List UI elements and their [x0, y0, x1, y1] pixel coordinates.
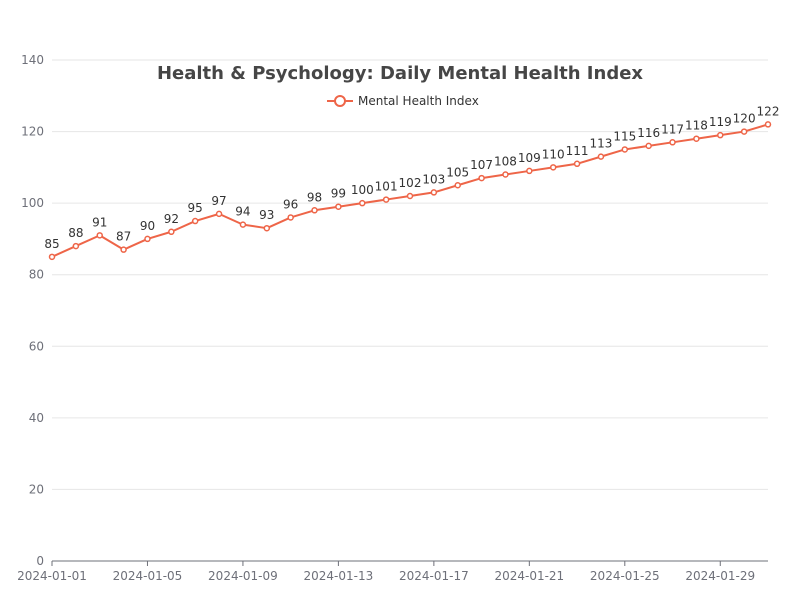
y-tick-label: 20 — [29, 482, 44, 496]
data-point[interactable] — [478, 174, 485, 182]
x-tick-label: 2024-01-13 — [304, 569, 374, 583]
data-label: 97 — [211, 194, 226, 208]
data-label: 122 — [757, 104, 780, 118]
data-point[interactable] — [287, 214, 294, 221]
x-tick-label: 2024-01-09 — [208, 569, 278, 583]
grid-lines — [52, 59, 768, 490]
y-tick-label: 0 — [36, 554, 44, 568]
data-point[interactable] — [621, 146, 629, 153]
data-label: 93 — [259, 208, 274, 222]
data-label: 90 — [140, 219, 155, 233]
data-point[interactable] — [382, 196, 390, 203]
data-label: 107 — [470, 158, 493, 172]
data-label: 85 — [44, 237, 59, 251]
data-point[interactable] — [549, 164, 557, 171]
y-axis-labels: 0 20 40 60 80 100 120 140 — [21, 53, 44, 568]
data-label: 105 — [446, 165, 469, 179]
data-point[interactable] — [717, 131, 724, 139]
data-label: 113 — [589, 137, 612, 151]
data-point[interactable] — [573, 160, 581, 168]
data-label: 94 — [235, 205, 250, 219]
series-line — [51, 123, 769, 258]
data-label: 92 — [164, 212, 179, 226]
data-label: 117 — [661, 122, 684, 136]
data-label: 103 — [422, 172, 445, 186]
data-label: 120 — [733, 112, 756, 126]
data-point[interactable] — [645, 142, 652, 150]
data-point[interactable] — [454, 182, 461, 189]
data-label: 101 — [375, 180, 398, 194]
y-tick-label: 60 — [29, 339, 44, 353]
data-label: 119 — [709, 115, 732, 129]
data-label: 118 — [685, 119, 708, 133]
data-point[interactable] — [430, 189, 438, 196]
data-point[interactable] — [168, 228, 175, 236]
data-point[interactable] — [526, 167, 533, 175]
data-point[interactable] — [693, 135, 700, 142]
data-point[interactable] — [48, 253, 56, 261]
data-label: 111 — [566, 144, 589, 158]
data-label: 100 — [351, 183, 374, 197]
data-points — [48, 121, 772, 261]
data-label: 96 — [283, 197, 298, 211]
data-label: 91 — [92, 215, 107, 229]
data-label: 110 — [542, 147, 565, 161]
data-point[interactable] — [215, 210, 223, 218]
data-label: 115 — [613, 129, 636, 143]
data-point[interactable] — [191, 217, 199, 225]
x-tick-label: 2024-01-05 — [113, 569, 183, 583]
data-point[interactable] — [359, 199, 366, 207]
data-label: 95 — [188, 201, 203, 215]
data-label: 116 — [637, 126, 660, 140]
data-point[interactable] — [597, 153, 605, 160]
legend-label: Mental Health Index — [358, 94, 479, 108]
x-axis: 2024-01-01 2024-01-05 2024-01-09 2024-01-13… — [17, 560, 768, 583]
data-point[interactable] — [144, 235, 151, 243]
data-label: 99 — [331, 187, 346, 201]
y-tick-label: 100 — [21, 196, 44, 210]
data-label: 102 — [399, 176, 422, 190]
data-label: 88 — [68, 226, 83, 240]
data-point[interactable] — [96, 232, 103, 239]
data-point[interactable] — [239, 221, 247, 228]
x-tick-label: 2024-01-29 — [685, 569, 755, 583]
data-point[interactable] — [335, 203, 342, 210]
chart-title: Health & Psychology: Daily Mental Health… — [157, 63, 643, 84]
data-label: 98 — [307, 190, 322, 204]
y-tick-label: 140 — [21, 53, 44, 67]
data-point[interactable] — [72, 242, 80, 250]
data-point[interactable] — [764, 121, 772, 128]
y-tick-label: 120 — [21, 125, 44, 139]
x-tick-label: 2024-01-21 — [494, 569, 564, 583]
data-point[interactable] — [120, 246, 127, 253]
x-tick-label: 2024-01-25 — [590, 569, 660, 583]
data-point[interactable] — [740, 128, 748, 135]
data-point[interactable] — [311, 207, 318, 214]
data-label: 87 — [116, 230, 131, 244]
legend[interactable]: Mental Health Index — [327, 94, 479, 108]
legend-circle-marker — [334, 95, 346, 107]
data-point[interactable] — [502, 171, 509, 178]
data-label: 108 — [494, 155, 517, 169]
data-point[interactable] — [406, 192, 414, 200]
data-label: 109 — [518, 151, 541, 165]
x-tick-label: 2024-01-01 — [17, 569, 87, 583]
data-point[interactable] — [669, 139, 676, 146]
x-tick-label: 2024-01-17 — [399, 569, 469, 583]
series-mental-health-index — [51, 123, 769, 258]
data-point[interactable] — [263, 224, 271, 232]
y-tick-label: 80 — [29, 268, 44, 282]
y-tick-label: 40 — [29, 411, 44, 425]
